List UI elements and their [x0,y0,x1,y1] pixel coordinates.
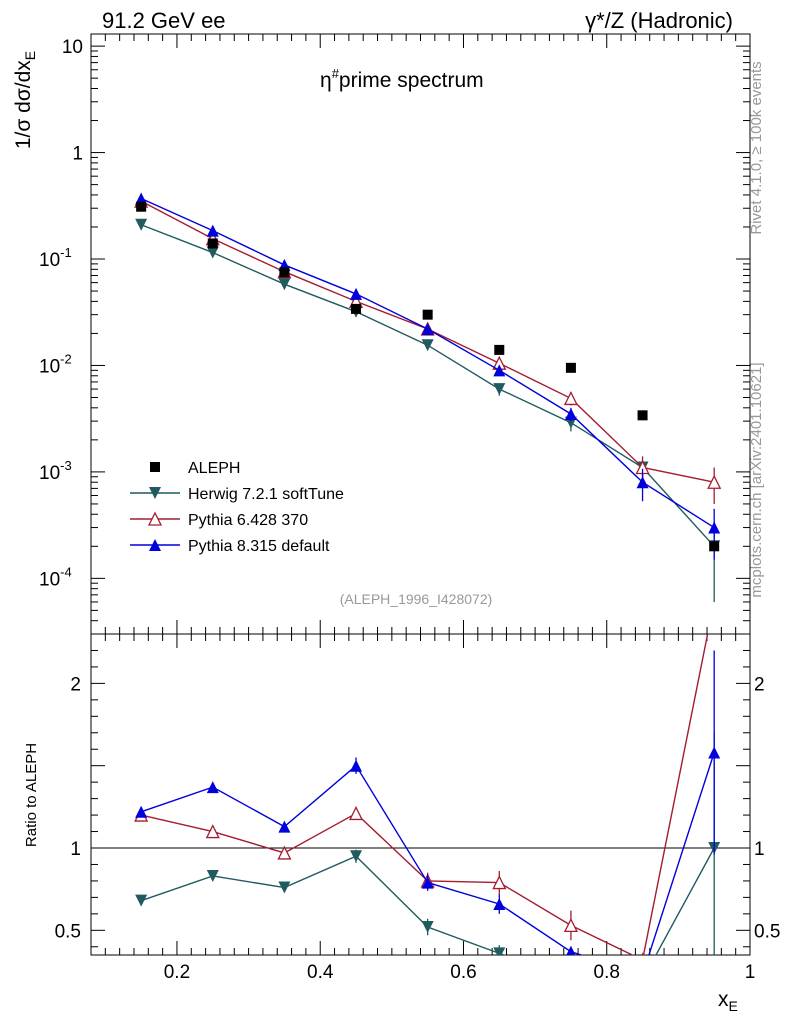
legend-label-herwig-7-2-1-softtune: Herwig 7.2.1 softTune [188,486,344,503]
pythia-8-315-default-ratio-point [206,781,219,794]
pythia-8-315-default-point [564,407,577,420]
herwig-7-2-1-softtune-ratio-point [350,850,363,863]
legend-marker-pythia-8-315-default [149,539,161,551]
pythia-8-315-default-point [135,192,148,205]
main-series-group [134,192,722,602]
aleph-point [637,410,648,421]
x-axis-title: xE [718,988,738,1014]
rivet-label: Rivet 4.1.0, ≥ 100k events [748,61,765,234]
pythia-8-315-default-point [708,521,721,534]
pythia-8-315-default-point [636,476,649,489]
herwig-7-2-1-softtune-ratio-point [135,894,148,907]
herwig-7-2-1-softtune-ratio-point [421,921,434,934]
svg-text:1/σ dσ/dxE: 1/σ dσ/dxE [12,51,38,149]
pythia-8-315-default-ratio-point [350,759,363,772]
reference-label: (ALEPH_1996_I428072) [340,591,493,607]
herwig-7-2-1-softtune-ratio-point [565,974,577,986]
series [134,192,722,986]
pythia-6-428-370-ratio-line [140,634,709,955]
pythia-6-428-370-ratio-point [492,875,507,890]
x-tick-label: 0.2 [164,962,190,983]
pythia-8-315-default-line [140,197,715,529]
aleph-point [351,303,362,314]
y-tick-label: 10-1 [39,245,72,271]
legend-label-pythia-8-315-default: Pythia 8.315 default [188,538,330,555]
svg-text:η#prime spectrum: η#prime spectrum [320,66,484,92]
x-tick-label: 0.6 [450,962,476,983]
aleph-point [565,362,576,373]
aleph-point [422,309,433,320]
header-left: 91.2 GeV ee [102,8,226,33]
header-right: γ*/Z (Hadronic) [585,8,733,33]
herwig-7-2-1-softtune-point [278,278,291,291]
herwig-7-2-1-softtune-ratio-point [637,974,649,986]
pythia-6-428-370-ratio-point [277,845,292,860]
aleph-point [136,201,147,212]
legend-label-pythia-6-428-370: Pythia 6.428 370 [188,512,308,529]
legend-label-aleph: ALEPH [188,460,240,477]
legend-marker-aleph [150,462,160,472]
ratio-tick-label-right: 0.5 [754,921,780,942]
ratio-series-group [134,634,721,986]
herwig-7-2-1-softtune-ratio-point [206,869,219,882]
herwig-7-2-1-softtune-ratio-point [278,881,291,894]
pythia-8-315-default-point [206,224,219,237]
pythia-6-428-370-point [707,474,722,489]
x-tick-label: 1 [745,962,756,983]
pythia-8-315-default-ratio-point [421,876,434,889]
pythia-6-428-370-ratio-point [348,805,364,821]
y-tick-label: 10 [62,37,83,58]
pythia-8-315-default-point [421,323,434,336]
ratio-tick-label-right: 1 [754,839,765,860]
aleph-point [494,344,505,355]
herwig-7-2-1-softtune-point [135,218,148,231]
legend-marker-herwig-7-2-1-softtune [149,487,161,499]
x-tick-label: 0.4 [307,962,334,983]
pythia-8-315-default-ratio-line [140,752,715,955]
y-tick-label: 10-4 [39,564,72,590]
ratio-y-title: Ratio to ALEPH [23,743,40,847]
herwig-7-2-1-softtune-ratio-point [493,947,506,955]
herwig-7-2-1-softtune-point [493,383,506,396]
y-axis-title: 1/σ dσ/dxE [12,51,38,149]
ticks: 0.2 0.4 0.6 0.8 1 10 1 10-1 10-2 10-3 10-4 0.5 0.5 1 1… [39,34,780,983]
pythia-8-315-default-ratio-point [566,945,576,955]
pythia-8-315-default-point [493,364,506,377]
ratio-tick-label-right: 2 [754,674,765,695]
pythia-8-315-default-point [350,287,363,300]
svg-text:xE: xE [718,988,738,1014]
pythia-6-428-370-point [563,390,578,406]
y-tick-label: 10-2 [39,351,72,377]
pythia-8-315-default-ratio-point [637,969,649,981]
pythia-6-428-370-ratio-point [205,824,220,839]
ratio-tick-label: 1 [70,839,81,860]
legend-marker-pythia-6-428-370 [147,511,163,526]
plot-title: η#prime spectrum [320,66,484,92]
pythia-8-315-default-ratio-point [708,746,721,759]
aleph-point [279,267,290,278]
aleph-point [709,541,720,552]
pythia-6-428-370-ratio-point [563,917,578,933]
mcplots-label: mcplots.cern.ch [arXiv:2401.10621] [748,362,765,597]
pythia-6-428-370-ratio-point [641,952,644,955]
herwig-7-2-1-softtune-point [421,339,434,352]
y-tick-label: 10-3 [39,458,72,484]
pythia-8-315-default-ratio-point [278,820,291,833]
y-tick-label: 1 [72,144,83,165]
x-tick-label: 0.8 [594,962,620,983]
pythia-8-315-default-ratio-point [135,805,148,818]
aleph-point [207,238,218,249]
ratio-tick-label: 2 [70,674,81,695]
herwig-7-2-1-softtune-point [206,246,219,259]
ratio-tick-label: 0.5 [55,921,81,942]
legend: ALEPH Herwig 7.2.1 softTune Pythia 6.428 3… [130,460,344,555]
pythia-8-315-default-ratio-point [493,897,506,910]
herwig-7-2-1-softtune-ratio-line [140,847,715,955]
